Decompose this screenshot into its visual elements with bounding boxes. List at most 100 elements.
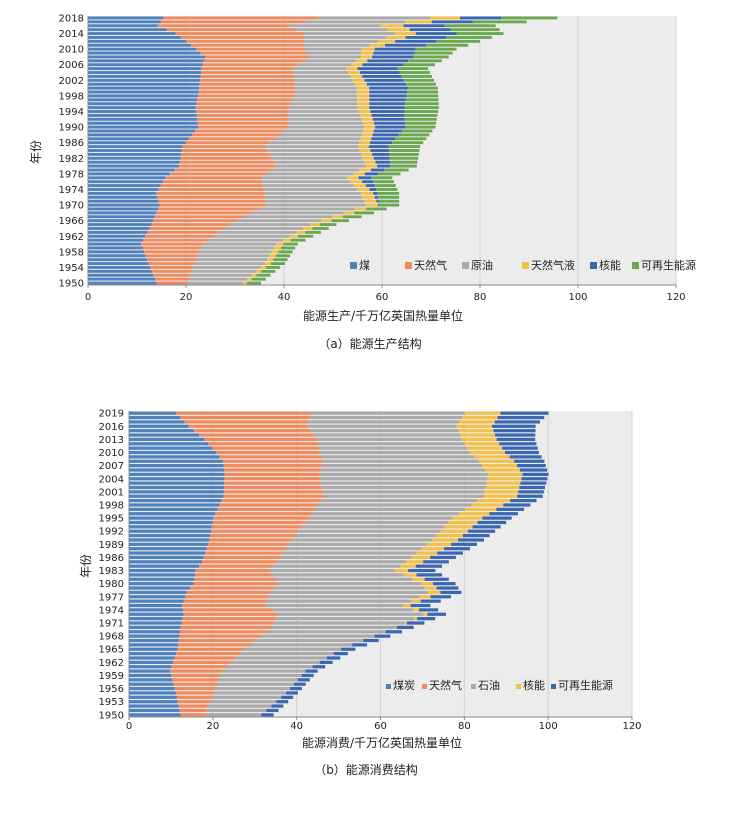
production-bar-1965-s0 (88, 223, 152, 227)
production-bar-2017-s1 (160, 20, 304, 24)
consumption-bar-1958-s1 (172, 678, 219, 682)
production-bar-1987-s3 (360, 137, 372, 141)
production-legend-label: 天然气液 (531, 258, 575, 272)
production-y-tick-label: 2002 (59, 76, 84, 87)
consumption-bar-1971-s4 (406, 621, 425, 625)
consumption-bar-1997-s0 (129, 507, 218, 511)
production-bar-1980-s4 (377, 164, 391, 168)
consumption-bar-1981-s0 (129, 577, 195, 581)
production-bar-1968-s1 (156, 211, 252, 215)
consumption-bar-1964-s2 (239, 652, 334, 656)
production-bar-2013-s3 (386, 36, 406, 39)
consumption-bar-2000-s1 (223, 494, 324, 498)
consumption-bar-1969-s2 (266, 630, 385, 634)
production-ylabel: 年份 (29, 140, 43, 164)
production-bar-2018-s1 (163, 16, 319, 20)
consumption-bar-1998-s1 (219, 503, 318, 507)
production-bar-1969-s0 (88, 207, 158, 211)
consumption-bar-2000-s4 (517, 494, 543, 498)
production-bar-1983-s0 (88, 152, 182, 156)
consumption-bar-2014-s3 (460, 433, 496, 437)
production-bar-1992-s3 (361, 117, 373, 121)
consumption-y-tick-label: 1956 (99, 684, 124, 695)
consumption-bar-1950-s1 (180, 713, 206, 717)
production-y-tick-label: 1970 (59, 201, 84, 212)
consumption-bar-1994-s4 (477, 520, 507, 525)
production-bar-1958-s5 (278, 250, 293, 254)
consumption-bar-1957-s2 (217, 682, 294, 686)
production-bar-1951-s3 (247, 277, 252, 281)
consumption-bar-1998-s2 (317, 503, 472, 507)
production-bar-2018-s5 (501, 16, 558, 20)
production-bar-2001-s1 (199, 82, 296, 86)
consumption-bar-2012-s4 (499, 442, 537, 446)
production-bar-1979-s3 (359, 168, 371, 172)
production-bar-1984-s5 (389, 149, 420, 152)
consumption-x-tick-label: 120 (622, 721, 641, 732)
consumption-bar-2005-s2 (319, 472, 489, 476)
consumption-y-tick-label: 1971 (99, 619, 124, 630)
production-bar-1977-s3 (347, 176, 359, 180)
production-bar-1962-s5 (298, 234, 314, 238)
consumption-y-tick-label: 2016 (99, 422, 124, 433)
consumption-bar-2006-s3 (485, 468, 520, 472)
consumption-bar-1966-s4 (352, 643, 367, 647)
production-x-tick-label: 40 (278, 292, 291, 303)
production-bar-2007-s2 (303, 59, 356, 63)
consumption-bar-2014-s1 (199, 433, 314, 437)
consumption-bar-1977-s2 (267, 595, 420, 599)
consumption-caption: （b）能源消费结构 (314, 762, 418, 777)
consumption-bar-1969-s1 (179, 630, 267, 634)
production-bar-2015-s5 (450, 28, 500, 32)
consumption-ylabel: 年份 (79, 554, 93, 578)
production-legend-swatch (405, 262, 412, 269)
consumption-bar-1981-s2 (275, 577, 413, 581)
production-y-tick-label: 1958 (59, 247, 84, 258)
production-bar-1982-s5 (389, 156, 419, 160)
consumption-bar-2019-s4 (500, 411, 549, 415)
production-bar-1956-s2 (196, 258, 268, 262)
consumption-bar-2011-s2 (318, 446, 468, 450)
consumption-bar-1981-s4 (424, 577, 449, 581)
consumption-bar-1992-s4 (467, 529, 496, 533)
production-bar-1989-s5 (401, 129, 433, 133)
consumption-bar-2015-s0 (129, 429, 194, 433)
production-bar-1999-s2 (294, 90, 357, 94)
production-bar-1967-s5 (343, 215, 362, 219)
consumption-bar-1989-s0 (129, 542, 209, 546)
production-x-tick-label: 80 (474, 292, 487, 303)
consumption-bar-1961-s1 (171, 665, 227, 669)
consumption-bar-1993-s4 (472, 525, 501, 529)
consumption-bar-1967-s0 (129, 638, 179, 643)
consumption-bar-1968-s4 (374, 634, 391, 638)
production-y-tick-label: 2014 (59, 29, 84, 40)
production-bar-1976-s4 (362, 180, 374, 184)
consumption-bar-1999-s0 (129, 499, 222, 503)
consumption-bar-1958-s2 (218, 678, 298, 682)
production-bar-1952-s5 (256, 273, 271, 277)
consumption-bar-1985-s1 (202, 560, 277, 564)
consumption-axes: 0 20 40 60 80 100 120 2019 2016 2013 2010 2007 2004 2… (99, 409, 642, 732)
consumption-bar-2011-s4 (502, 446, 538, 450)
production-bar-1990-s0 (88, 125, 199, 129)
production-bar-1978-s4 (364, 172, 378, 176)
production-bar-2010-s5 (415, 47, 457, 51)
consumption-bar-2005-s1 (224, 472, 320, 476)
production-bar-1975-s3 (353, 184, 366, 188)
production-bar-2001-s3 (354, 82, 367, 86)
consumption-y-tick-label: 1989 (99, 540, 124, 551)
consumption-bar-1987-s3 (416, 551, 438, 555)
consumption-bar-1964-s1 (176, 652, 240, 656)
production-bar-2012-s4 (395, 39, 437, 43)
consumption-bar-1976-s3 (411, 599, 421, 603)
consumption-bar-1977-s1 (185, 595, 268, 599)
production-bar-1998-s5 (406, 94, 439, 98)
consumption-bar-2018-s4 (497, 415, 545, 420)
production-bar-1969-s3 (354, 207, 367, 211)
consumption-bar-2003-s4 (520, 481, 547, 485)
consumption-bar-2002-s3 (485, 485, 520, 490)
consumption-bar-2010-s0 (129, 450, 217, 455)
consumption-bar-1990-s2 (291, 538, 433, 542)
production-bar-1965-s2 (229, 223, 310, 227)
production-bar-2016-s4 (403, 24, 445, 28)
